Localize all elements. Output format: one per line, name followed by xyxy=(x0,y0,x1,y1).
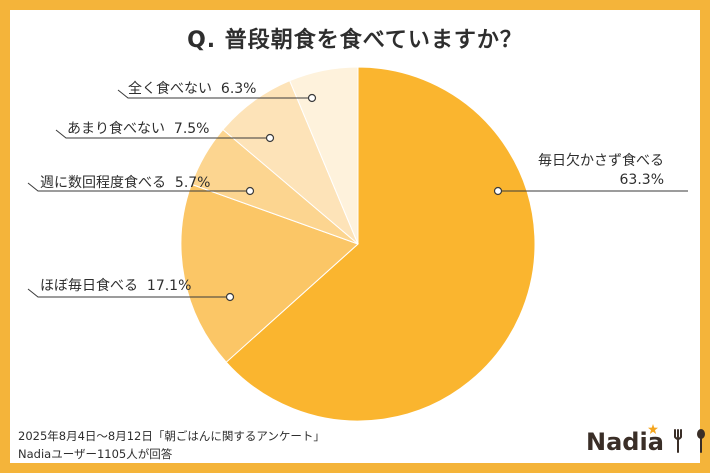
leader-line-1 xyxy=(27,288,230,298)
leader-dot-0 xyxy=(493,186,503,196)
pie-chart xyxy=(27,66,688,422)
label-always: 毎日欠かさず食べる 63.3% xyxy=(538,153,664,188)
leader-line-3 xyxy=(55,129,270,139)
label-rarely: あまり食べない 7.5% xyxy=(67,121,210,137)
survey-respondents: Nadiaユーザー1105人が回答 xyxy=(18,447,173,461)
pie-slice-0 xyxy=(225,66,536,422)
leader-dot-3 xyxy=(265,133,275,143)
leader-dot-1 xyxy=(225,292,235,302)
star-icon xyxy=(648,424,658,434)
nadia-logo: Nadia xyxy=(586,424,706,456)
spoon-icon xyxy=(696,429,705,453)
pie-slice-4 xyxy=(289,66,359,245)
label-never: 全く食べない 6.3% xyxy=(128,81,257,97)
fork-icon xyxy=(674,429,683,453)
leader-dot-4 xyxy=(307,93,317,103)
chart-title: Q. 普段朝食を食べていますか？ xyxy=(187,28,523,53)
pie-slice-1 xyxy=(180,183,359,363)
survey-period: 2025年8月4日～8月12日「朝ごはんに関するアンケート」 xyxy=(18,429,325,443)
card: Q. 普段朝食を食べていますか？ 毎日欠かさず食べる 63.3% ほぼ毎日食べる… xyxy=(10,10,705,463)
label-few-times-week: 週に数回程度食べる 5.7% xyxy=(40,175,211,191)
leader-dot-2 xyxy=(245,186,255,196)
leader-line-4 xyxy=(117,89,312,99)
label-almost-daily: ほぼ毎日食べる 17.1% xyxy=(40,278,192,294)
leader-line-2 xyxy=(27,182,250,192)
